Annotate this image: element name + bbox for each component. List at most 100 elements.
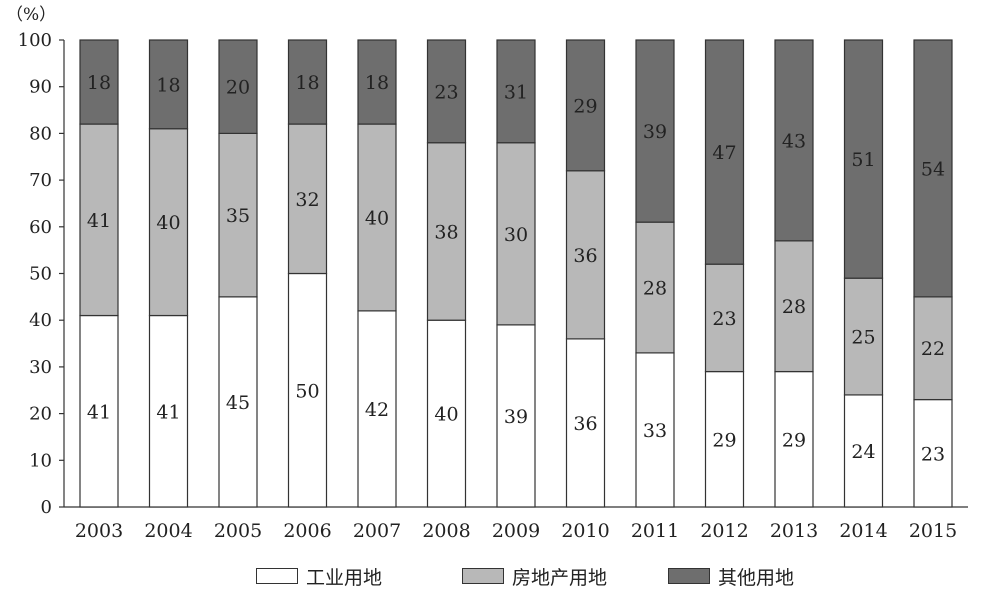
legend: 工业用地 房地产用地 其他用地: [0, 562, 981, 592]
data-label: 29: [782, 429, 806, 451]
data-label: 41: [87, 401, 111, 423]
legend-label-industrial: 工业用地: [306, 566, 383, 589]
data-label: 29: [573, 95, 597, 117]
bar-segment-real-estate: [635, 221, 675, 354]
data-label: 41: [87, 210, 111, 232]
y-tick-label: 0: [41, 497, 52, 518]
legend-item-other: 其他用地: [668, 562, 794, 590]
bar-segment-other: [913, 39, 953, 298]
bar-segment-other: [635, 39, 675, 223]
data-label: 22: [921, 338, 945, 360]
bar-segment-industrial: [287, 272, 328, 508]
y-tick-label: 70: [29, 170, 52, 191]
data-label: 40: [365, 207, 389, 229]
bar-segment-industrial: [148, 314, 189, 508]
bar-segment-industrial: [913, 398, 953, 508]
bar-segment-industrial: [426, 319, 467, 508]
y-tick-label: 40: [29, 310, 52, 331]
y-tick-label: 80: [29, 123, 52, 144]
x-tick-label: 2015: [909, 520, 957, 542]
data-label: 40: [156, 212, 180, 234]
x-tick-label: 2011: [631, 520, 679, 542]
y-tick-label: 10: [29, 450, 52, 471]
bar-segment-other: [148, 39, 189, 130]
data-label: 43: [782, 130, 806, 152]
bars-group: [79, 39, 953, 508]
data-label: 29: [712, 429, 736, 451]
bar-segment-real-estate: [79, 123, 119, 317]
data-label: 47: [712, 142, 736, 164]
bar-segment-real-estate: [148, 128, 189, 317]
data-label: 36: [573, 245, 597, 267]
y-tick-label: 60: [29, 217, 52, 238]
data-label: 18: [87, 72, 111, 94]
y-axis-unit-label: （%）: [6, 5, 56, 25]
stacked-bar-chart: 0 10 20 30 40 50 60 70 80 90 100 2003 2004 2005 2006 20…: [6, 5, 968, 542]
bar-segment-industrial: [496, 324, 536, 508]
x-tick-label: 2014: [839, 520, 887, 542]
bar-segment-industrial: [79, 314, 119, 508]
bar-segment-real-estate: [426, 142, 467, 321]
bar-segment-real-estate: [565, 170, 606, 340]
x-tick-label: 2005: [214, 520, 262, 542]
legend-label-other: 其他用地: [718, 566, 795, 589]
data-label: 18: [156, 74, 180, 96]
data-label: 50: [295, 380, 319, 402]
y-tick-label: 20: [29, 404, 52, 425]
data-label: 23: [712, 308, 736, 330]
data-label: 25: [851, 327, 875, 349]
x-tick-label: 2013: [770, 520, 818, 542]
data-label: 23: [434, 81, 458, 103]
x-tick-label: 2007: [353, 520, 401, 542]
legend-swatch-industrial: [256, 568, 298, 584]
data-label: 38: [434, 221, 458, 243]
x-tick-label: 2009: [492, 520, 540, 542]
bar-segment-industrial: [774, 370, 814, 508]
bar-segment-real-estate: [287, 123, 328, 275]
bar-segment-other: [357, 39, 397, 125]
x-tick-label: 2010: [561, 520, 609, 542]
bar-segment-other: [774, 39, 814, 242]
bar-segment-other: [79, 39, 119, 125]
x-tick-label: 2008: [422, 520, 470, 542]
bar-segment-other: [287, 39, 328, 125]
bar-segment-other: [496, 39, 536, 144]
data-label: 31: [504, 81, 528, 103]
data-label: 23: [921, 443, 945, 465]
x-tick-label: 2006: [283, 520, 331, 542]
data-label: 41: [156, 401, 180, 423]
bar-segment-real-estate: [218, 132, 258, 298]
data-label: 32: [295, 189, 319, 211]
data-label: 28: [782, 296, 806, 318]
axes: 0 10 20 30 40 50 60 70 80 90 100 2003 2004 2005 2006 20…: [18, 30, 968, 542]
data-label: 39: [643, 121, 667, 143]
bar-segment-other: [704, 39, 745, 265]
data-label: 54: [921, 158, 945, 180]
data-label: 40: [434, 404, 458, 426]
data-label: 20: [226, 77, 250, 99]
data-label: 35: [226, 205, 250, 227]
bar-segment-real-estate: [357, 123, 397, 312]
bar-segment-industrial: [704, 370, 745, 508]
bar-segment-real-estate: [913, 296, 953, 401]
y-tick-label: 30: [29, 357, 52, 378]
data-label: 30: [504, 224, 528, 246]
data-label: 18: [365, 72, 389, 94]
bar-segment-other: [565, 39, 606, 172]
data-label: 45: [226, 392, 250, 414]
data-label: 18: [295, 72, 319, 94]
bar-segment-industrial: [565, 338, 606, 508]
bar-segment-industrial: [843, 394, 884, 508]
data-label: 39: [504, 406, 528, 428]
data-label: 28: [643, 278, 667, 300]
y-tick-label: 90: [29, 77, 52, 98]
data-label: 33: [643, 420, 667, 442]
legend-swatch-other: [668, 568, 710, 584]
data-label: 36: [573, 413, 597, 435]
bar-segment-real-estate: [843, 277, 884, 396]
x-tick-label: 2004: [144, 520, 192, 542]
bar-segment-industrial: [635, 352, 675, 508]
x-tick-label: 2012: [700, 520, 748, 542]
data-label: 51: [851, 149, 875, 171]
bar-segment-industrial: [357, 310, 397, 508]
